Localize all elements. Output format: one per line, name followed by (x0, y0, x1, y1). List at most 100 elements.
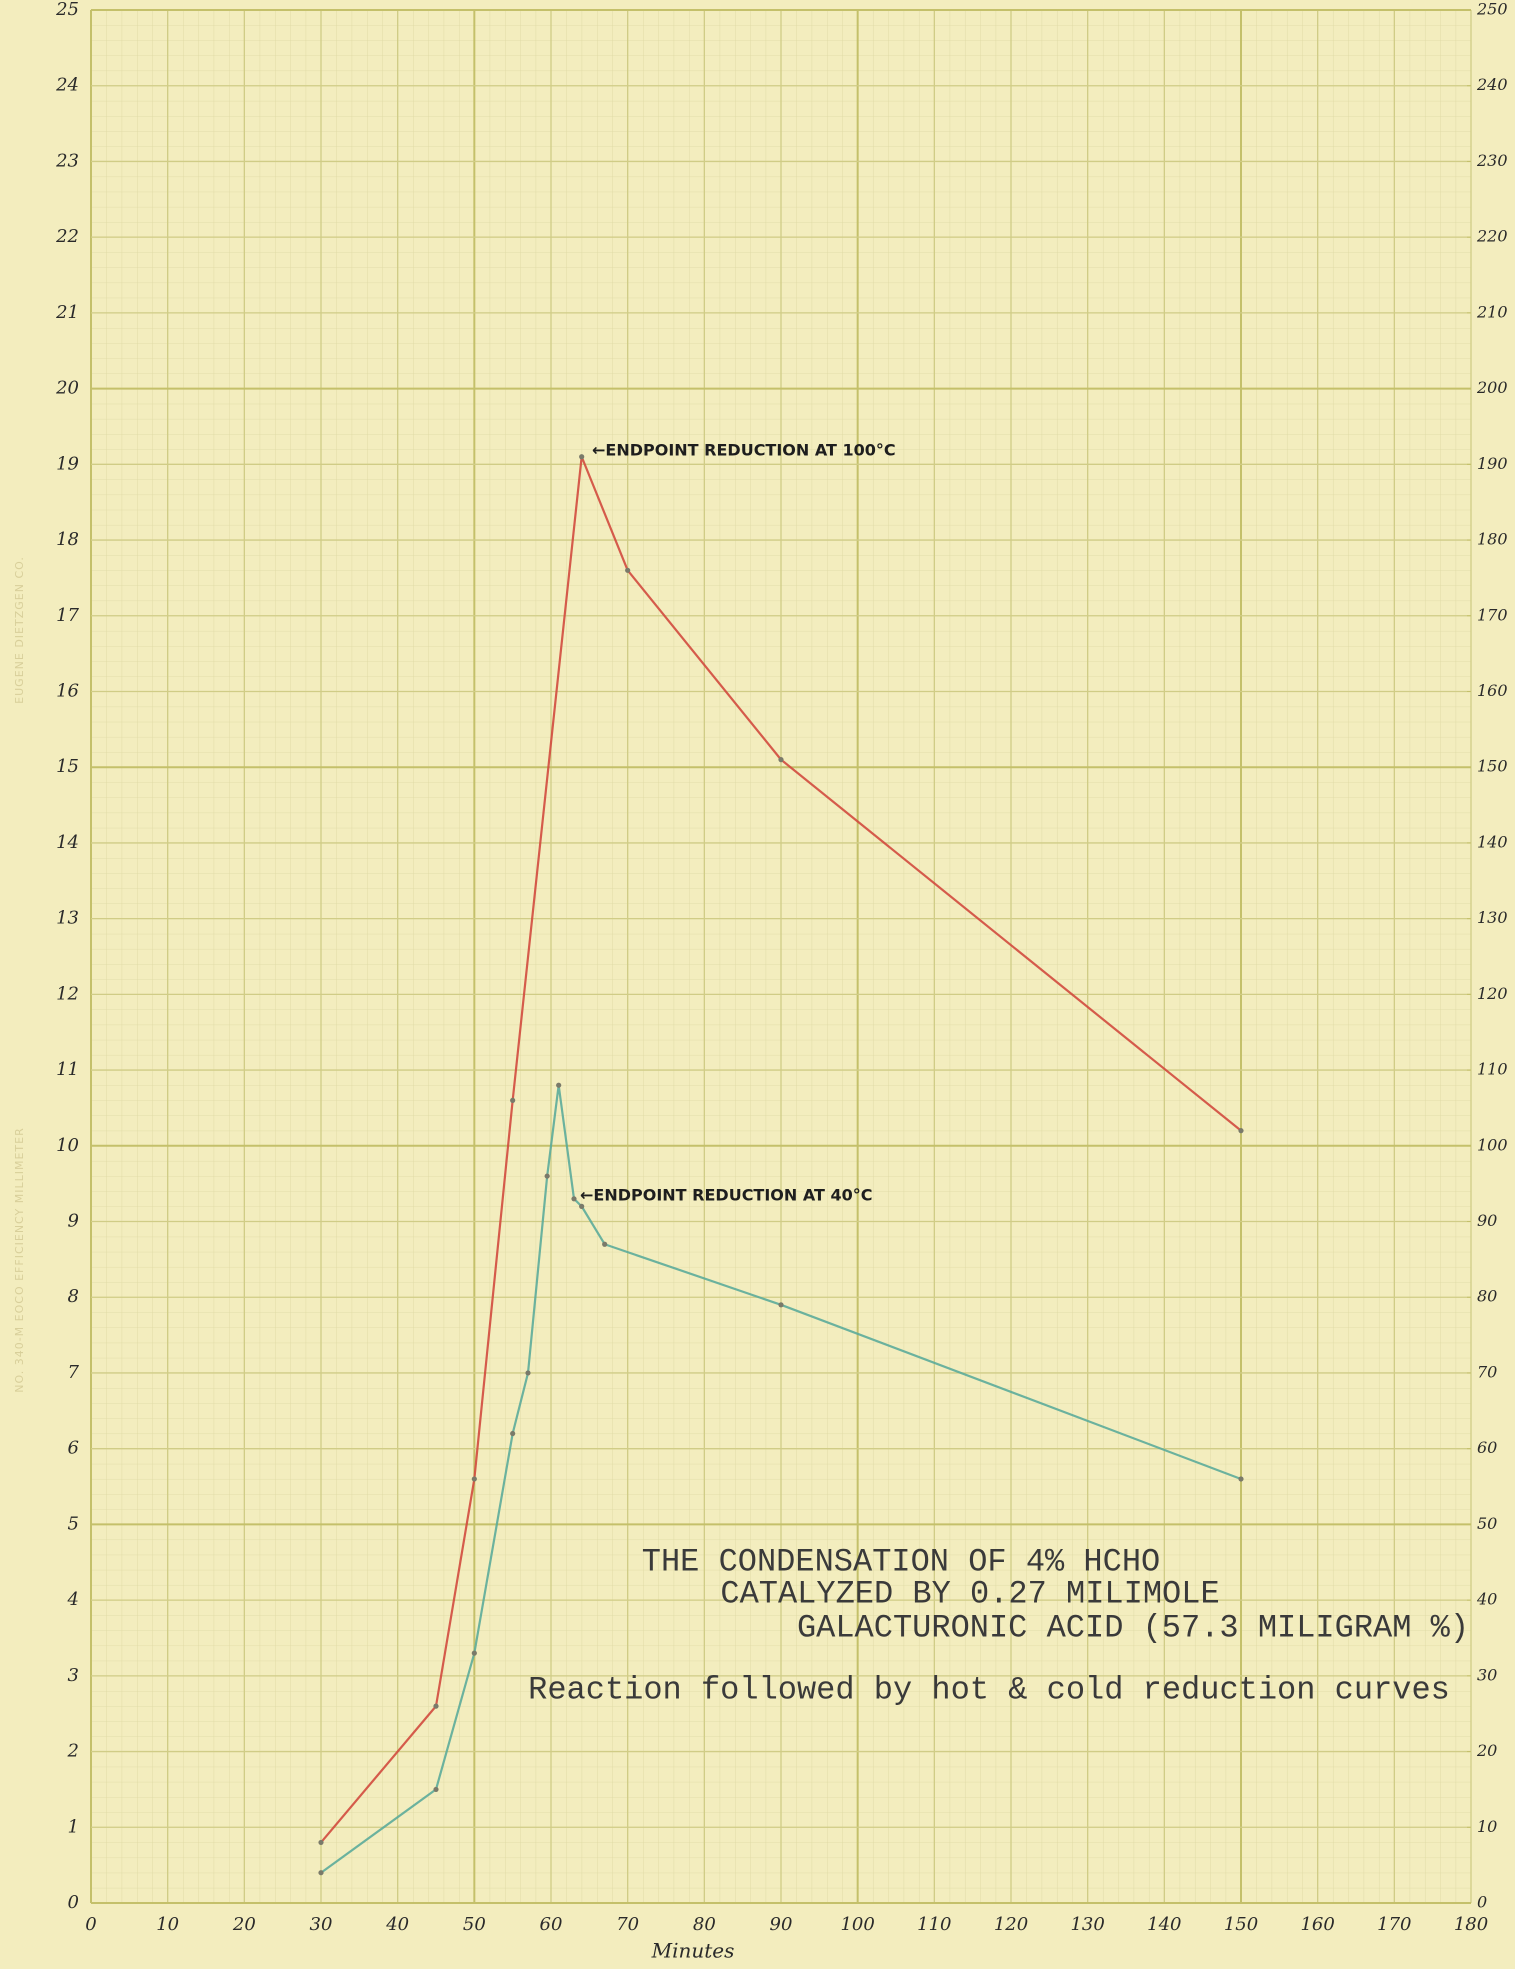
data-point (472, 1651, 477, 1656)
y-tick-label: 13 (56, 908, 79, 929)
y-tick-label: 4 (67, 1589, 79, 1610)
y2-tick-label: 110 (1477, 1060, 1508, 1079)
y-tick-label: 15 (56, 756, 79, 777)
y2-tick-label: 220 (1476, 227, 1508, 246)
data-point (510, 1098, 515, 1103)
y-tick-label: 3 (68, 1665, 79, 1686)
x-tick-label: 10 (156, 1914, 179, 1935)
x-tick-label: 30 (310, 1914, 333, 1935)
y2-tick-label: 50 (1477, 1514, 1497, 1533)
x-tick-label: 20 (232, 1914, 256, 1935)
data-point (556, 1083, 561, 1088)
data-point (472, 1476, 477, 1481)
x-tick-label: 120 (994, 1914, 1028, 1935)
y2-tick-label: 180 (1477, 530, 1508, 549)
x-tick-label: 70 (616, 1914, 639, 1935)
y-tick-label: 9 (68, 1211, 79, 1232)
x-tick-label: 110 (917, 1914, 951, 1935)
y2-tick-label: 230 (1476, 151, 1508, 170)
y2-tick-label: 100 (1477, 1135, 1508, 1154)
y2-tick-label: 140 (1477, 832, 1508, 851)
y-tick-label: 24 (55, 75, 79, 96)
y2-tick-label: 200 (1476, 378, 1508, 397)
x-tick-label: 150 (1224, 1914, 1258, 1935)
y2-tick-label: 10 (1477, 1817, 1497, 1836)
data-point (625, 568, 630, 573)
x-tick-label: 90 (770, 1914, 793, 1935)
y2-tick-label: 240 (1476, 75, 1508, 94)
data-point (510, 1431, 515, 1436)
side-note: NO. 340-M EOCO EFFICIENCY MILLIMETER (13, 1127, 26, 1392)
y-tick-label: 18 (56, 529, 79, 550)
y2-tick-label: 40 (1476, 1590, 1497, 1609)
x-tick-label: 0 (85, 1914, 96, 1935)
y-tick-label: 20 (55, 378, 79, 399)
y2-tick-label: 0 (1477, 1893, 1487, 1912)
data-point (579, 454, 584, 459)
y2-tick-label: 150 (1477, 757, 1508, 776)
y2-tick-label: 90 (1477, 1211, 1497, 1230)
y-tick-label: 0 (68, 1892, 79, 1913)
data-point (525, 1370, 530, 1375)
y-tick-label: 8 (68, 1286, 79, 1307)
annotation: ←ENDPOINT REDUCTION AT 40°C (580, 1186, 873, 1205)
data-point (1238, 1476, 1243, 1481)
y-tick-label: 21 (55, 302, 79, 323)
data-point (778, 1302, 783, 1307)
y-tick-label: 16 (56, 680, 79, 701)
subtitle: Reaction followed by hot & cold reductio… (528, 1671, 1450, 1708)
data-point (602, 1242, 607, 1247)
y2-tick-label: 70 (1477, 1362, 1497, 1381)
y-tick-label: 10 (56, 1135, 79, 1156)
y2-tick-label: 30 (1477, 1665, 1497, 1684)
y2-tick-label: 60 (1477, 1438, 1497, 1457)
y-tick-label: 1 (68, 1816, 79, 1837)
y-tick-label: 12 (56, 983, 79, 1004)
y-tick-label: 5 (68, 1513, 79, 1534)
y2-tick-label: 20 (1476, 1741, 1497, 1760)
x-tick-label: 80 (693, 1914, 716, 1935)
x-tick-label: 100 (840, 1914, 874, 1935)
data-point (433, 1704, 438, 1709)
y-tick-label: 25 (55, 0, 79, 20)
data-point (433, 1787, 438, 1792)
y-tick-label: 22 (55, 226, 79, 247)
x-tick-label: 130 (1070, 1914, 1104, 1935)
y2-tick-label: 130 (1477, 908, 1508, 927)
side-note: EUGENE DIETZGEN CO. (13, 556, 26, 704)
y2-tick-label: 170 (1477, 605, 1508, 624)
data-point (545, 1173, 550, 1178)
data-point (579, 1204, 584, 1209)
x-tick-label: 140 (1147, 1914, 1181, 1935)
annotation: ←ENDPOINT REDUCTION AT 100°C (592, 441, 896, 460)
y2-tick-label: 250 (1476, 0, 1508, 19)
x-tick-label: 50 (463, 1914, 486, 1935)
y-tick-label: 6 (68, 1438, 79, 1459)
data-point (778, 757, 783, 762)
y-tick-label: 2 (67, 1741, 79, 1762)
y-tick-label: 11 (56, 1059, 79, 1080)
page: {"chart_data": { "type": "line", "title_… (0, 0, 1515, 1965)
x-tick-label: 160 (1300, 1914, 1334, 1935)
y-tick-label: 14 (56, 832, 79, 853)
data-point (1238, 1128, 1243, 1133)
title-line: CATALYZED BY 0.27 MILIMOLE (720, 1575, 1219, 1612)
y-tick-label: 17 (56, 605, 79, 626)
data-point (318, 1870, 323, 1875)
y-tick-label: 7 (68, 1362, 80, 1383)
x-tick-label: 40 (385, 1914, 409, 1935)
chart: THE CONDENSATION OF 4% HCHO CATALYZED BY… (0, 0, 1515, 1965)
y2-tick-label: 120 (1477, 984, 1508, 1003)
y-tick-label: 23 (55, 150, 79, 171)
y2-tick-label: 80 (1477, 1287, 1497, 1306)
x-tick-label: 170 (1377, 1914, 1411, 1935)
data-point (571, 1196, 576, 1201)
x-tick-label: 60 (540, 1914, 563, 1935)
y2-tick-label: 190 (1477, 454, 1508, 473)
title-line: GALACTURONIC ACID (57.3 MILIGRAM %) (797, 1609, 1469, 1646)
y2-tick-label: 210 (1476, 302, 1508, 321)
data-point (318, 1840, 323, 1845)
y-tick-label: 19 (56, 453, 79, 474)
x-tick-label: 180 (1454, 1914, 1488, 1935)
y2-tick-label: 160 (1477, 681, 1508, 700)
